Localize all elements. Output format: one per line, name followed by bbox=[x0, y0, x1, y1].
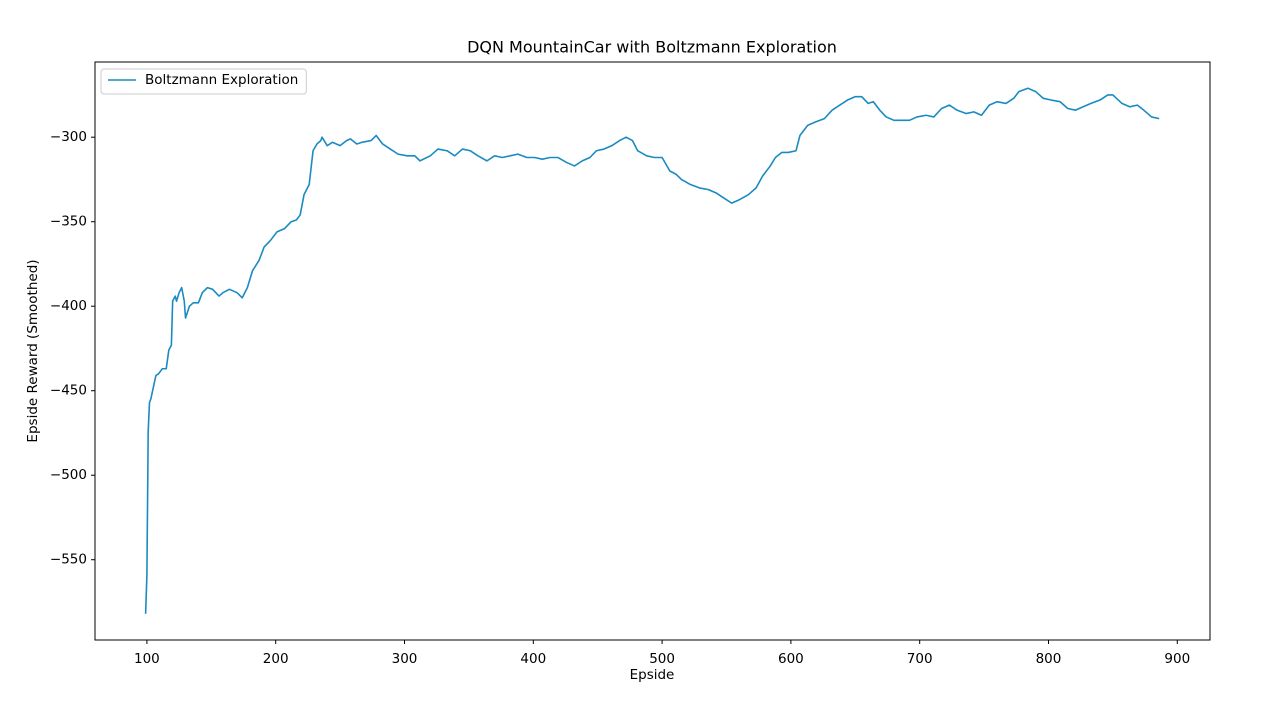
y-axis-label: Epside Reward (Smoothed) bbox=[25, 259, 41, 442]
x-tick-label: 600 bbox=[778, 651, 804, 667]
y-tick-label: −500 bbox=[50, 467, 87, 483]
x-tick-label: 400 bbox=[520, 651, 546, 667]
legend-label: Boltzmann Exploration bbox=[145, 72, 298, 88]
legend-box bbox=[100, 68, 307, 95]
data-line bbox=[144, 87, 1160, 614]
x-tick-label: 300 bbox=[392, 651, 418, 667]
y-tick-label: −300 bbox=[50, 129, 87, 145]
x-tick-label: 800 bbox=[1036, 651, 1062, 667]
x-tick-label: 200 bbox=[263, 651, 289, 667]
plot-area bbox=[144, 87, 1160, 614]
x-tick-label: 500 bbox=[649, 651, 675, 667]
chart-title: DQN MountainCar with Boltzmann Explorati… bbox=[467, 38, 837, 57]
legend: Boltzmann Exploration bbox=[100, 68, 307, 95]
axes-frame bbox=[94, 61, 1211, 641]
x-tick-label: 900 bbox=[1164, 651, 1190, 667]
x-tick-label: 100 bbox=[134, 651, 160, 667]
x-tick-label: 700 bbox=[907, 651, 933, 667]
x-axis-label: Epside bbox=[630, 667, 675, 683]
y-tick-label: −350 bbox=[50, 214, 87, 230]
y-tick-label: −400 bbox=[50, 298, 87, 314]
y-tick-label: −450 bbox=[50, 383, 87, 399]
y-tick-label: −550 bbox=[50, 552, 87, 568]
